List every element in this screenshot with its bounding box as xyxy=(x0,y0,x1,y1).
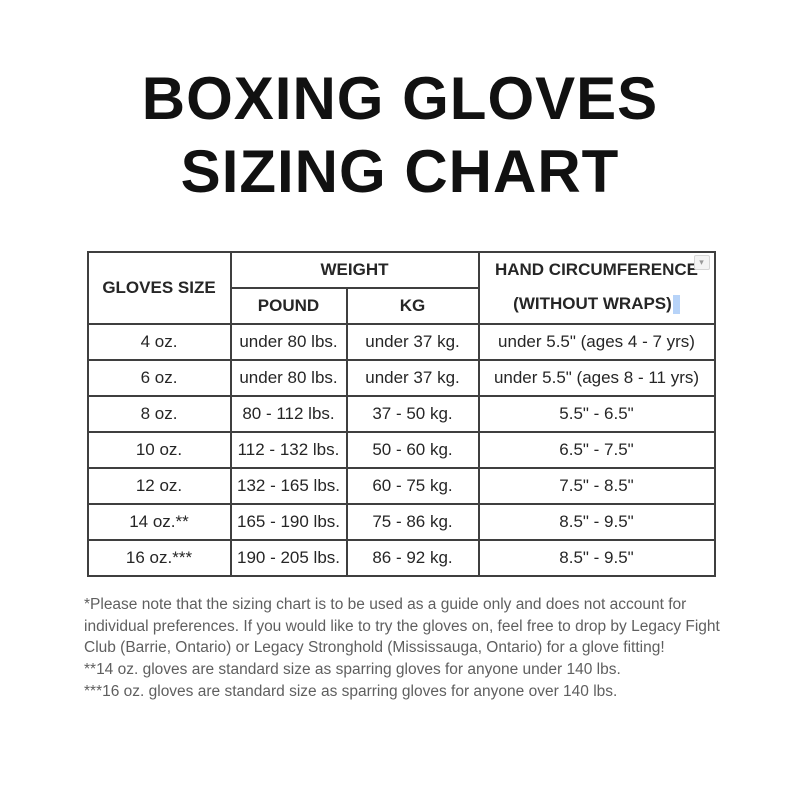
cell-size: 12 oz. xyxy=(86,467,232,505)
chevron-down-icon[interactable]: ▾ xyxy=(693,255,710,270)
title-line-1: BOXING GLOVES xyxy=(141,65,659,132)
table-row: 14 oz.** 165 - 190 lbs. 75 - 86 kg. 8.5"… xyxy=(86,503,716,541)
table-row: 12 oz. 132 - 165 lbs. 60 - 75 kg. 7.5" -… xyxy=(86,467,716,505)
cell-pound: 165 - 190 lbs. xyxy=(229,503,348,541)
cell-size: 10 oz. xyxy=(86,431,232,469)
cell-kg: under 37 kg. xyxy=(345,323,480,361)
header-pound: POUND xyxy=(229,287,348,325)
cell-kg: 60 - 75 kg. xyxy=(345,467,480,505)
header-hand-circumference-line1: HAND CIRCUMFERENCE xyxy=(494,260,699,280)
note-line: ***16 oz. gloves are standard size as sp… xyxy=(84,682,618,700)
note-line: **14 oz. gloves are standard size as spa… xyxy=(84,661,621,679)
header-gloves-size: GLOVES SIZE xyxy=(86,251,232,325)
header-kg: KG xyxy=(345,287,480,325)
header-weight: WEIGHT xyxy=(229,251,480,289)
cell-kg: 86 - 92 kg. xyxy=(345,539,480,577)
cell-kg: 37 - 50 kg. xyxy=(345,395,480,433)
cell-hand: 6.5" - 7.5" xyxy=(477,431,716,469)
cell-size: 8 oz. xyxy=(86,395,232,433)
cell-pound: 132 - 165 lbs. xyxy=(229,467,348,505)
cell-pound: 112 - 132 lbs. xyxy=(229,431,348,469)
cell-pound: 190 - 205 lbs. xyxy=(229,539,348,577)
table-row: 4 oz. under 80 lbs. under 37 kg. under 5… xyxy=(86,323,716,361)
cell-hand: under 5.5" (ages 4 - 7 yrs) xyxy=(477,323,716,361)
cell-hand: 8.5" - 9.5" xyxy=(477,503,716,541)
page-title: BOXING GLOVES SIZING CHART xyxy=(0,0,800,208)
header-hand-circumference: HAND CIRCUMFERENCE (WITHOUT WRAPS) xyxy=(477,251,716,325)
cell-kg: under 37 kg. xyxy=(345,359,480,397)
note-line: *Please note that the sizing chart is to… xyxy=(84,596,720,657)
cell-pound: under 80 lbs. xyxy=(229,323,348,361)
sizing-table-container: GLOVES SIZE WEIGHT HAND CIRCUMFERENCE (W… xyxy=(86,251,716,577)
cell-size: 4 oz. xyxy=(86,323,232,361)
cell-pound: under 80 lbs. xyxy=(229,359,348,397)
cell-hand: under 5.5" (ages 8 - 11 yrs) xyxy=(477,359,716,397)
table-row: 10 oz. 112 - 132 lbs. 50 - 60 kg. 6.5" -… xyxy=(86,431,716,469)
cell-hand: 7.5" - 8.5" xyxy=(477,467,716,505)
cell-size: 6 oz. xyxy=(86,359,232,397)
cell-kg: 50 - 60 kg. xyxy=(345,431,480,469)
cell-size: 16 oz.*** xyxy=(86,539,232,577)
cell-pound: 80 - 112 lbs. xyxy=(229,395,348,433)
table-row: 6 oz. under 80 lbs. under 37 kg. under 5… xyxy=(86,359,716,397)
table-row: 16 oz.*** 190 - 205 lbs. 86 - 92 kg. 8.5… xyxy=(86,539,716,577)
cell-size: 14 oz.** xyxy=(86,503,232,541)
text-cursor-highlight xyxy=(672,295,680,315)
header-hand-circumference-line2: (WITHOUT WRAPS) xyxy=(480,295,714,315)
cell-kg: 75 - 86 kg. xyxy=(345,503,480,541)
title-line-2: SIZING CHART xyxy=(180,138,620,205)
sizing-table: GLOVES SIZE WEIGHT HAND CIRCUMFERENCE (W… xyxy=(86,251,716,577)
cell-hand: 8.5" - 9.5" xyxy=(477,539,716,577)
notes: *Please note that the sizing chart is to… xyxy=(84,594,736,703)
cell-hand: 5.5" - 6.5" xyxy=(477,395,716,433)
table-row: 8 oz. 80 - 112 lbs. 37 - 50 kg. 5.5" - 6… xyxy=(86,395,716,433)
